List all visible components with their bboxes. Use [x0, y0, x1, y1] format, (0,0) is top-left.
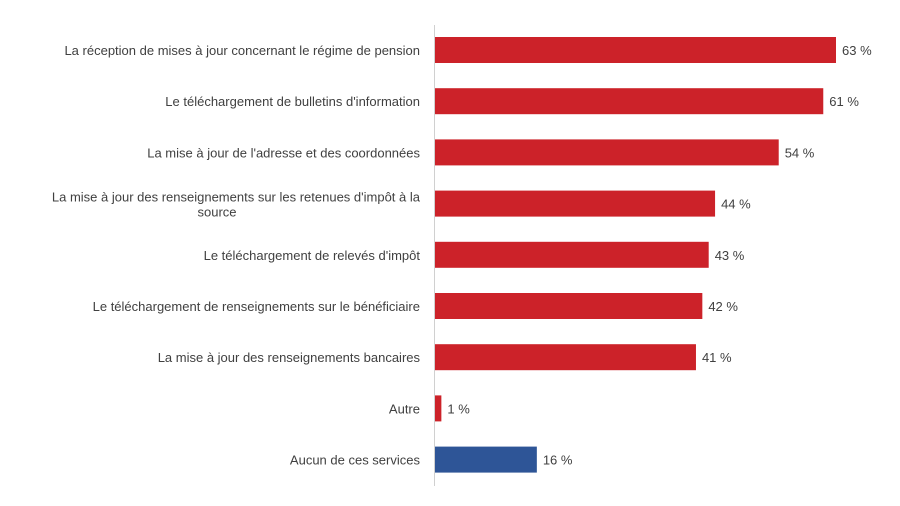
category-label: Le téléchargement de bulletins d'informa… [165, 94, 420, 109]
data-label: 42 % [708, 299, 738, 314]
bar [435, 395, 442, 422]
bar [435, 139, 779, 166]
bar [435, 37, 836, 63]
data-label: 1 % [447, 401, 470, 416]
category-label: Le téléchargement de relevés d'impôt [204, 248, 421, 263]
data-label: 63 % [842, 43, 872, 58]
bar [435, 293, 703, 319]
data-label: 41 % [702, 350, 732, 365]
data-label: 54 % [785, 145, 815, 160]
bar [435, 241, 709, 268]
category-label: La mise à jour des renseignements bancai… [158, 350, 421, 365]
bar [435, 88, 824, 115]
data-label: 43 % [715, 248, 745, 263]
category-label: La mise à jour de l'adresse et des coord… [147, 145, 420, 160]
bar [435, 344, 696, 371]
category-label: La mise à jour des renseignements sur le… [52, 190, 421, 220]
bar [435, 190, 716, 217]
data-label: 44 % [721, 197, 751, 212]
data-label: 16 % [543, 453, 573, 468]
bar [435, 446, 537, 473]
category-label: Le téléchargement de renseignements sur … [93, 299, 420, 314]
category-label: Aucun de ces services [290, 453, 421, 468]
category-label: Autre [389, 401, 420, 416]
category-label: La réception de mises à jour concernant … [64, 43, 420, 58]
data-label: 61 % [829, 94, 859, 109]
